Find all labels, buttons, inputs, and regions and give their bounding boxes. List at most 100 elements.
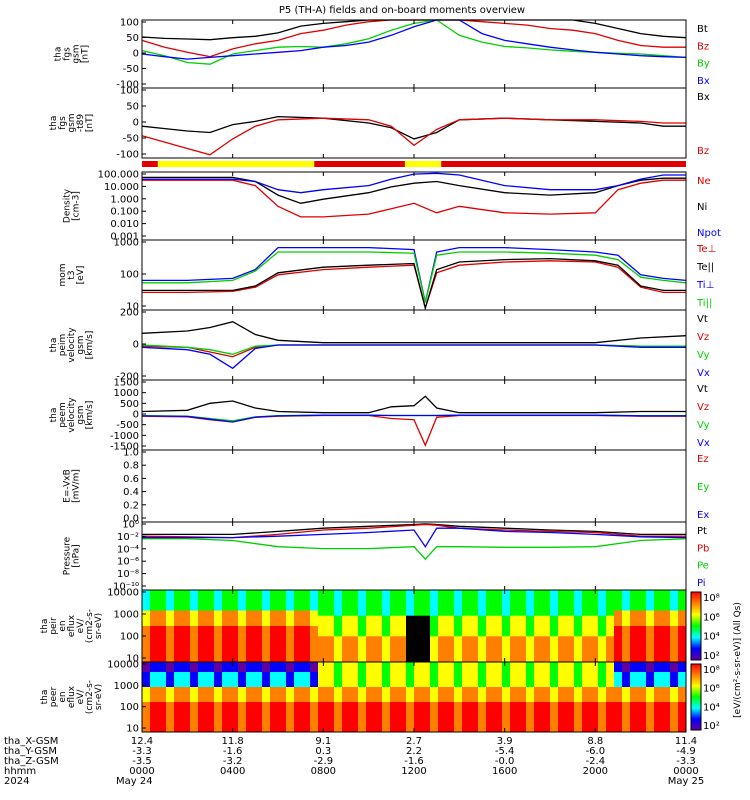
heatmap-cell [574,651,583,658]
heatmap-cell [310,631,319,637]
heatmap-cell [374,692,383,698]
heatmap-cell [510,702,519,708]
heatmap-cell [358,656,367,663]
series-line-Ni [142,176,686,204]
heatmap-cell [590,636,599,642]
heatmap-cell [438,682,447,688]
heatmap-cell [198,662,207,668]
heatmap-cell [390,707,399,713]
panel-frame [141,87,687,159]
heatmap-cell [422,631,431,637]
heatmap-cell [566,641,575,648]
heatmap-cell [590,727,599,733]
heatmap-cell [174,651,183,658]
heatmap-cell [446,687,455,693]
heatmap-cell [438,707,447,713]
heatmap-cell [358,687,367,693]
heatmap-cell [606,636,615,642]
heatmap-cell [342,672,351,678]
heatmap-cell [326,626,335,632]
heatmap-cell [630,662,639,668]
heatmap-cell [406,641,415,648]
heatmap-cell [190,590,199,596]
heatmap-cell [342,636,351,642]
heatmap-cell [158,717,167,723]
heatmap-cell [478,667,487,673]
heatmap-cell [542,631,551,637]
heatmap-cell [430,646,439,653]
heatmap-cell [606,667,615,673]
heatmap-cell [150,667,159,673]
heatmap-cell [502,656,511,663]
heatmap-cell [574,727,583,733]
heatmap-cell [470,610,479,617]
heatmap-cell [158,651,167,658]
heatmap-cell [262,717,271,723]
heatmap-cell [334,662,343,668]
heatmap-cell [174,682,183,688]
heatmap-cell [334,646,343,653]
heatmap-cell [254,646,263,653]
heatmap-cell [246,600,255,606]
heatmap-cell [190,672,199,678]
heatmap-cell [166,590,175,596]
heatmap-cell [278,662,287,668]
heatmap-cell [654,610,663,617]
heatmap-cell [358,651,367,658]
heatmap-cell [550,590,559,596]
heatmap-cell [366,615,375,622]
heatmap-cell [366,707,375,713]
heatmap-cell [270,600,279,606]
heatmap-cell [630,590,639,596]
heatmap-cell [150,636,159,642]
heatmap-cell [318,712,327,718]
x-axis-row-label: hhmm [4,766,36,777]
heatmap-cell [286,651,295,658]
heatmap-cell [478,641,487,648]
heatmap-cell [230,656,239,663]
heatmap-cell [350,712,359,718]
heatmap-cell [518,717,527,723]
heatmap-cell [166,636,175,642]
heatmap-cell [182,605,191,612]
heatmap-cell [214,641,223,648]
heatmap-cell [254,697,263,703]
mode-bar-segment-3 [404,161,442,167]
heatmap-cell [286,682,295,688]
heatmap-cell [390,620,399,627]
y-tick-label: 10⁻⁴ [117,544,139,555]
heatmap-cell [302,692,311,698]
heatmap-cell [566,662,575,668]
heatmap-cell [678,697,687,703]
heatmap-cell [358,610,367,617]
heatmap-cell [246,656,255,663]
heatmap-cell [646,717,655,723]
heatmap-cell [262,667,271,673]
heatmap-cell [614,605,623,612]
heatmap-cell [582,667,591,673]
heatmap-cell [374,727,383,733]
heatmap-cell [670,626,679,632]
heatmap-cell [278,656,287,663]
heatmap-cell [606,631,615,637]
heatmap-cell [398,600,407,606]
heatmap-cell [566,595,575,601]
heatmap-cell [670,631,679,637]
heatmap-cell [654,662,663,668]
heatmap-cell [662,595,671,601]
heatmap-cell [222,626,231,632]
heatmap-cell [630,687,639,693]
heatmap-cell [398,646,407,653]
heatmap-cell [486,656,495,663]
heatmap-cell [430,667,439,673]
heatmap-cell [454,641,463,648]
heatmap-cell [590,626,599,632]
heatmap-cell [238,641,247,648]
y-tick-label: 1.0 [123,448,139,459]
heatmap-cell [446,702,455,708]
heatmap-cell [574,687,583,693]
heatmap-cell [214,626,223,632]
heatmap-cell [542,636,551,642]
heatmap-cell [510,646,519,653]
